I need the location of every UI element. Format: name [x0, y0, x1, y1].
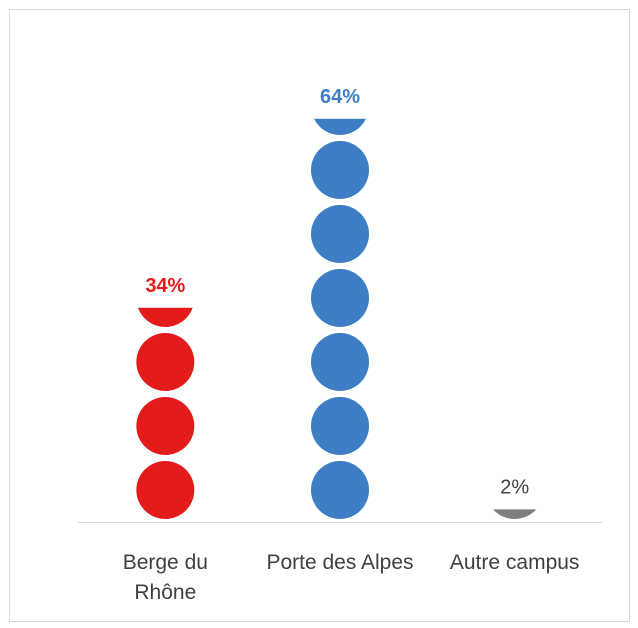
- data-label: 2%: [500, 476, 529, 498]
- bar-icon: [493, 509, 537, 519]
- chart-frame: [9, 9, 630, 622]
- data-label: 34%: [145, 275, 185, 297]
- x-tick-label: Berge du Rhône: [122, 551, 208, 604]
- bar-icon: [136, 333, 195, 391]
- bar-icon: [311, 397, 369, 455]
- bar-icon: [311, 141, 369, 199]
- data-label: 64%: [320, 86, 360, 108]
- bar-icon: [311, 269, 369, 327]
- x-tick-label: Porte des Alpes: [266, 551, 414, 574]
- bar-icon: [136, 461, 195, 519]
- bar-icon: [311, 333, 369, 391]
- bar: [493, 509, 537, 519]
- bar: [136, 307, 195, 519]
- x-tick-label: Autre campus: [449, 551, 580, 574]
- bar-icon: [313, 118, 367, 135]
- bar: [311, 118, 369, 519]
- bar-icon: [311, 205, 369, 263]
- bar-icon: [311, 461, 369, 519]
- bar-icon: [138, 307, 193, 327]
- bar-icon: [136, 397, 195, 455]
